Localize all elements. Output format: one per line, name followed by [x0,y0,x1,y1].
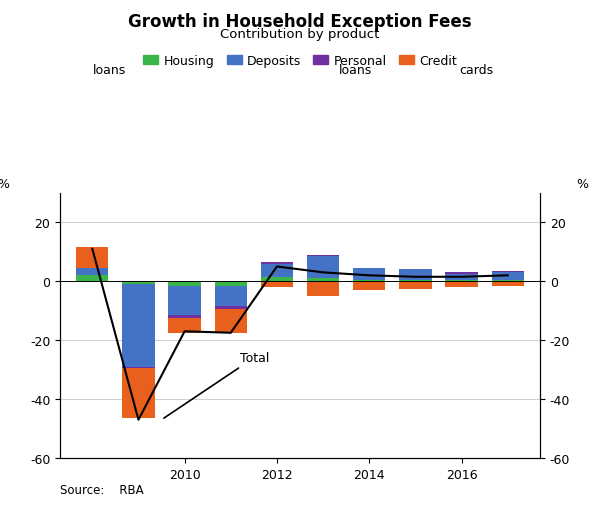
Text: cards: cards [459,64,493,76]
Bar [491,273,524,280]
Bar [215,306,247,309]
Bar [399,280,431,281]
Bar [122,285,155,367]
Bar [491,271,524,273]
Bar [307,257,339,279]
Bar [169,316,201,319]
Bar [353,268,385,280]
Bar [122,369,155,418]
Text: loans: loans [93,64,126,76]
Text: Total: Total [164,351,269,418]
Bar [445,280,478,281]
Text: Growth in Household Exception Fees: Growth in Household Exception Fees [128,13,472,31]
Bar [261,277,293,281]
Text: %: % [576,178,588,191]
Bar [307,255,339,257]
Bar [445,281,478,288]
Bar [215,286,247,306]
Bar [353,280,385,281]
Bar [307,279,339,281]
Bar [261,263,293,264]
Bar [169,286,201,316]
Bar [76,276,109,281]
Bar [122,281,155,285]
Text: loans: loans [339,64,372,76]
Bar [399,281,431,289]
Text: Source:    RBA: Source: RBA [60,484,143,496]
Bar [491,281,524,286]
Text: Contribution by product: Contribution by product [220,28,380,41]
Bar [261,264,293,277]
Bar [307,281,339,296]
Bar [169,319,201,333]
Bar [215,309,247,333]
Bar [215,281,247,286]
Bar [353,281,385,291]
Bar [399,270,431,280]
Legend: Housing, Deposits, Personal, Credit: Housing, Deposits, Personal, Credit [139,49,461,72]
Bar [76,268,109,276]
Bar [122,367,155,369]
Bar [76,248,109,268]
Bar [169,281,201,286]
Bar [445,273,478,274]
Text: %: % [0,178,10,191]
Bar [491,280,524,281]
Bar [261,281,293,288]
Bar [445,274,478,280]
